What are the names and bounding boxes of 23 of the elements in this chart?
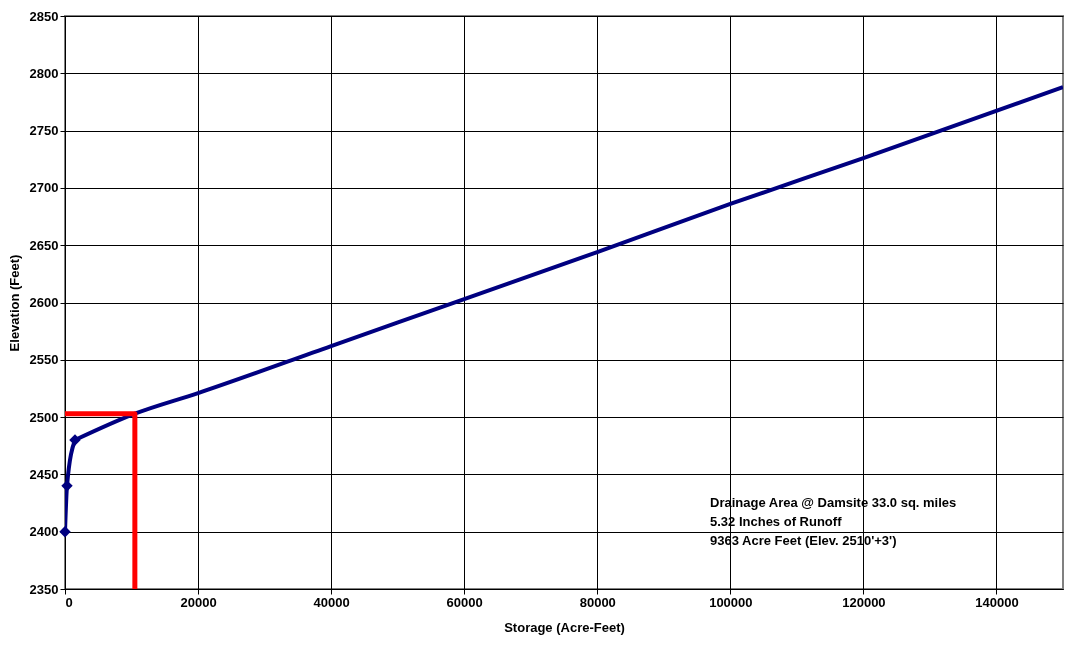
point (61, 480, 73, 492)
point (59, 526, 71, 538)
y-tick-label: 2350 (29, 581, 59, 597)
y-tick-label: 2750 (29, 123, 59, 139)
x-tick-label: 120000 (842, 594, 886, 610)
y-tick-label: 2400 (29, 524, 59, 540)
x-tick-label: 40000 (313, 594, 350, 610)
y-tick-label: 2850 (29, 8, 59, 24)
x-tick-label: 20000 (180, 594, 217, 610)
y-tick-label: 2650 (29, 237, 59, 253)
y-tick-label: 2550 (29, 352, 59, 368)
x-tick-label: 80000 (579, 594, 616, 610)
x-tick-label: 140000 (975, 594, 1019, 610)
y-tick-label: 2500 (29, 409, 59, 425)
y-axis-title: Elevation (Feet) (6, 254, 22, 352)
y-tick-label: 2450 (29, 466, 59, 482)
x-tick-label: 60000 (446, 594, 483, 610)
y-tick-label: 2800 (29, 65, 59, 81)
y-tick-label: 2700 (29, 180, 59, 196)
x-tick-label: 0 (65, 594, 73, 610)
x-tick-label: 100000 (709, 594, 753, 610)
y-tick-label: 2600 (29, 295, 59, 310)
x-axis-title: Storage (Acre-Feet) (504, 619, 625, 635)
